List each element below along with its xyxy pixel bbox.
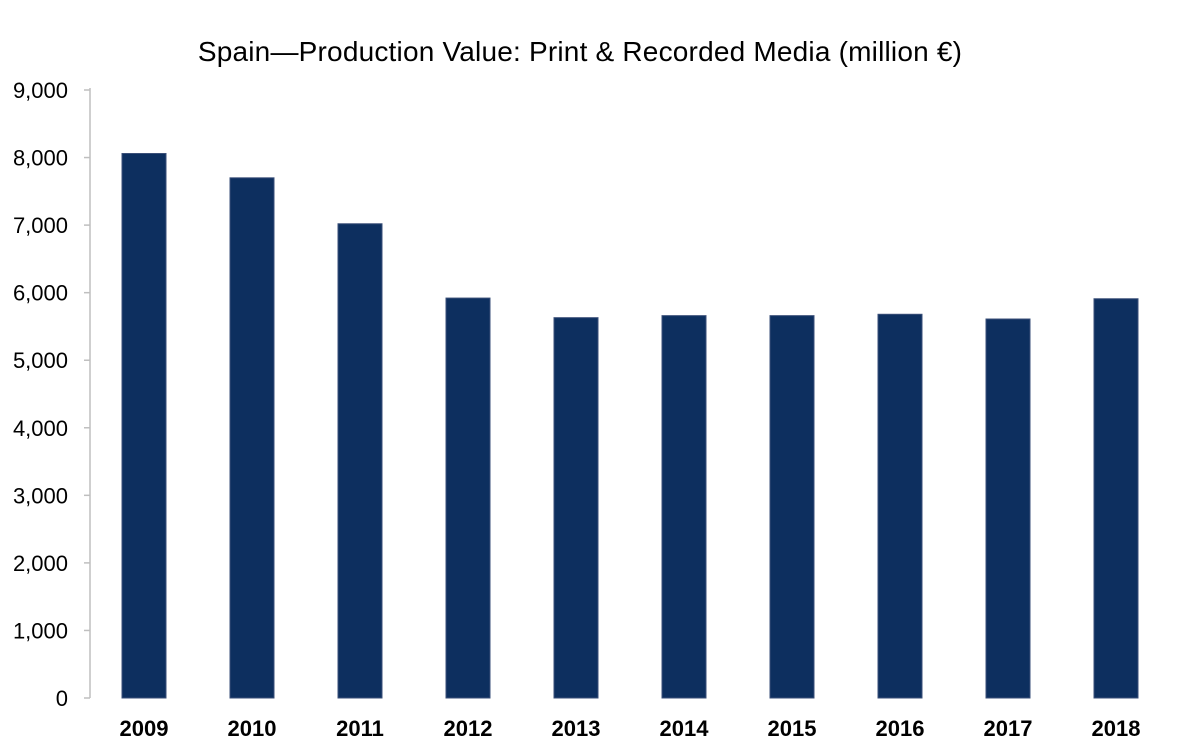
axis-labels: 0 1,000 2,000 3,000 4,000 5,000 6,000 7,000 8,00… <box>13 78 1141 741</box>
bar-2011 <box>337 223 383 699</box>
x-tick-label: 2009 <box>120 716 169 741</box>
x-tick-label: 2012 <box>444 716 493 741</box>
y-tick-label: 7,000 <box>13 213 68 238</box>
x-tick-label: 2011 <box>336 716 384 741</box>
x-tick-label: 2010 <box>228 716 277 741</box>
bar-2018 <box>1093 298 1139 699</box>
x-tick-label: 2016 <box>876 716 925 741</box>
bar-2016 <box>877 313 923 699</box>
x-tick-label: 2017 <box>984 716 1033 741</box>
x-tick-label: 2014 <box>660 716 710 741</box>
y-tick-label: 0 <box>56 686 68 711</box>
bar-2015 <box>769 315 815 699</box>
bars <box>121 153 1139 699</box>
bar-2009 <box>121 153 167 699</box>
x-tick-label: 2013 <box>552 716 601 741</box>
y-tick-label: 2,000 <box>13 551 68 576</box>
y-tick-label: 8,000 <box>13 146 68 171</box>
axes <box>84 88 91 699</box>
y-tick-label: 1,000 <box>13 618 68 643</box>
chart-title: Spain—Production Value: Print & Recorded… <box>197 36 963 67</box>
y-tick-label: 3,000 <box>13 483 68 508</box>
x-tick-label: 2015 <box>768 716 817 741</box>
y-tick-label: 5,000 <box>13 348 68 373</box>
bar-2017 <box>985 318 1031 699</box>
y-tick-label: 6,000 <box>13 281 68 306</box>
bar-2012 <box>445 297 491 699</box>
bar-2010 <box>229 177 275 699</box>
bar-2013 <box>553 317 599 699</box>
y-tick-label: 4,000 <box>13 416 68 441</box>
bar-2014 <box>661 315 707 699</box>
y-tick-label: 9,000 <box>13 78 68 103</box>
x-tick-label: 2018 <box>1092 716 1141 741</box>
